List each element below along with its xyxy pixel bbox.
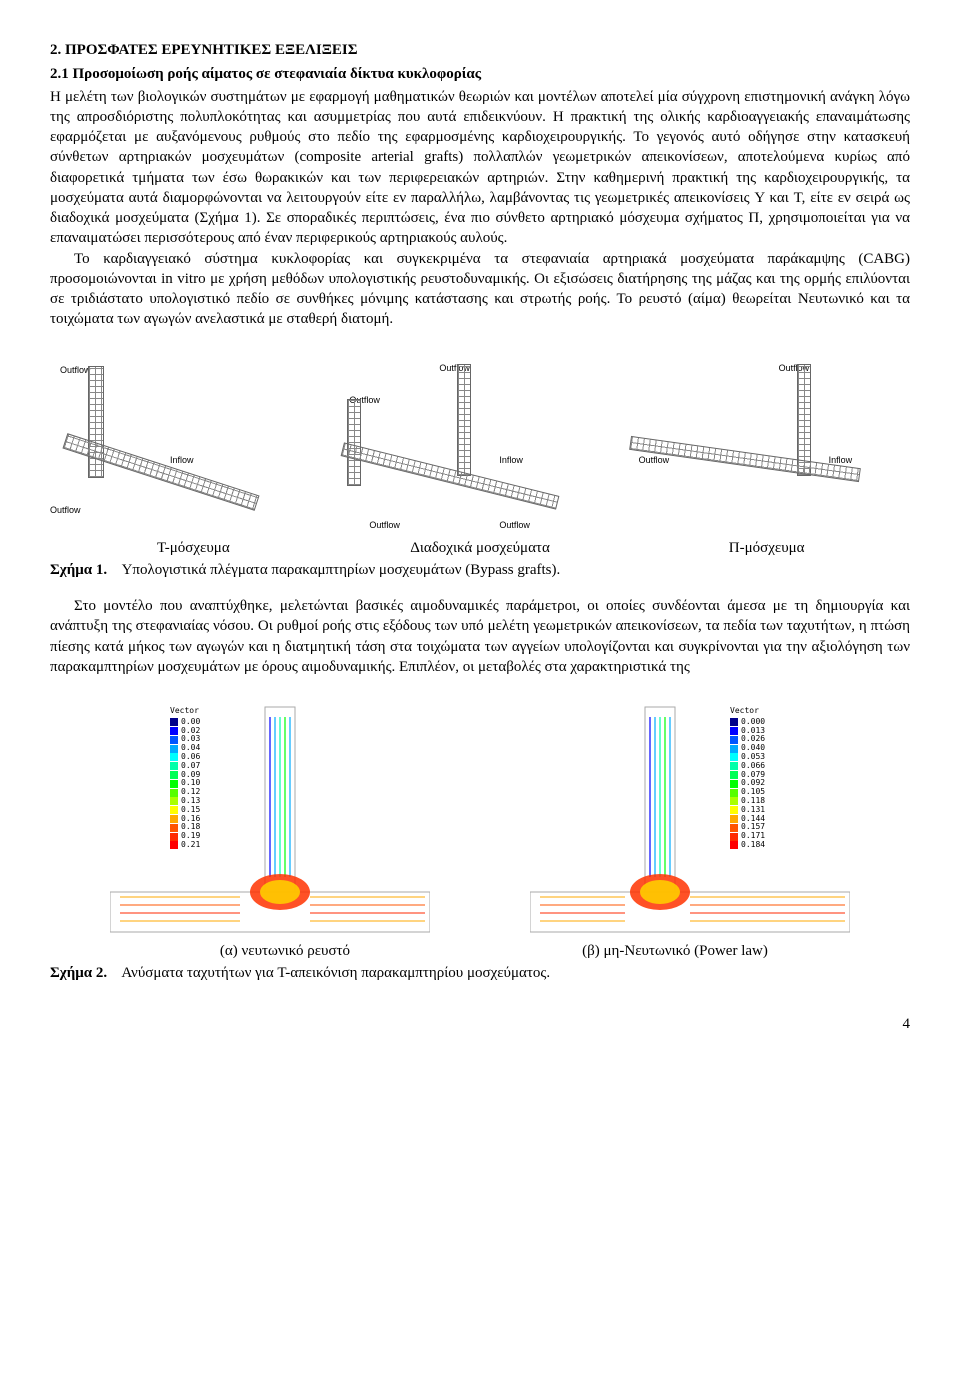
legend-swatch bbox=[170, 841, 178, 849]
legend-swatch bbox=[730, 815, 738, 823]
fig2-caption-text: Ανύσματα ταχυτήτων για T-απεικόνιση παρα… bbox=[121, 965, 550, 981]
legend-swatch bbox=[170, 806, 178, 814]
fig2-caption: Σχήμα 2. Ανύσματα ταχυτήτων για T-απεικό… bbox=[50, 963, 910, 983]
legend-swatch bbox=[170, 771, 178, 779]
fig1-panel-a: Outflow Inflow Outflow bbox=[50, 354, 331, 534]
fig2-caption-left: (α) νευτωνικό ρευστό bbox=[90, 941, 480, 961]
label-outflow: Outflow bbox=[50, 504, 81, 516]
fig1-caption-b: Διαδοχικά μοσχεύματα bbox=[337, 538, 624, 558]
legend-swatch bbox=[730, 753, 738, 761]
fig1-panel-c: Outflow Outflow Inflow bbox=[629, 354, 910, 534]
label-inflow: Inflow bbox=[170, 454, 194, 466]
legend-swatch bbox=[730, 797, 738, 805]
legend-swatch bbox=[730, 736, 738, 744]
paragraph-3: Στο μοντέλο που αναπτύχθηκε, μελετώνται … bbox=[50, 596, 910, 677]
label-outflow: Outflow bbox=[499, 519, 530, 531]
fig1-caption-a: T-μόσχευμα bbox=[50, 538, 337, 558]
legend-value: 0.184 bbox=[741, 841, 765, 850]
legend-swatch bbox=[170, 727, 178, 735]
legend-swatch bbox=[170, 745, 178, 753]
legend-swatch bbox=[170, 815, 178, 823]
fig1-caption-c: Π-μόσχευμα bbox=[623, 538, 910, 558]
legend-swatch bbox=[730, 771, 738, 779]
legend-swatch bbox=[170, 833, 178, 841]
legend-swatch bbox=[730, 841, 738, 849]
legend-swatch bbox=[170, 797, 178, 805]
legend-swatch bbox=[170, 780, 178, 788]
figure-1: Outflow Inflow Outflow Outflow Outflow I… bbox=[50, 354, 910, 534]
fig2-subcaptions: (α) νευτωνικό ρευστό (β) μη-Νευτωνικό (P… bbox=[50, 941, 910, 961]
fig1-caption-prefix: Σχήμα 1. bbox=[50, 562, 107, 578]
legend-swatch bbox=[170, 753, 178, 761]
legend-swatch bbox=[170, 789, 178, 797]
legend-entries-left: 0.000.020.030.040.060.070.090.100.120.13… bbox=[170, 718, 200, 850]
paragraph-2: Το καρδιαγγειακό σύστημα κυκλοφορίας και… bbox=[50, 249, 910, 330]
fig2-caption-right: (β) μη-Νευτωνικό (Power law) bbox=[480, 941, 870, 961]
legend-swatch bbox=[730, 806, 738, 814]
paragraph-1: Η μελέτη των βιολογικών συστημάτων με εφ… bbox=[50, 87, 910, 249]
legend-entries-right: 0.0000.0130.0260.0400.0530.0660.0790.092… bbox=[730, 718, 765, 850]
label-inflow: Inflow bbox=[499, 454, 523, 466]
legend-swatch bbox=[730, 789, 738, 797]
cfd-plot-right bbox=[530, 697, 850, 937]
section-title: 2. ΠΡΟΣΦΑΤΕΣ ΕΡΕΥΝΗΤΙΚΕΣ ΕΞΕΛΙΞΕΙΣ bbox=[50, 40, 910, 60]
label-outflow: Outflow bbox=[60, 364, 91, 376]
fig2-right-legend: Vector 0.0000.0130.0260.0400.0530.0660.0… bbox=[730, 707, 765, 850]
page-number: 4 bbox=[50, 1014, 910, 1034]
fig2-panel-left: Vector 0.000.020.030.040.060.070.090.100… bbox=[110, 697, 430, 937]
legend-swatch bbox=[730, 824, 738, 832]
legend-entry: 0.184 bbox=[730, 841, 765, 850]
legend-swatch bbox=[730, 727, 738, 735]
fig1-subcaptions: T-μόσχευμα Διαδοχικά μοσχεύματα Π-μόσχευ… bbox=[50, 538, 910, 558]
legend-swatch bbox=[730, 833, 738, 841]
fig2-panel-right: Vector 0.0000.0130.0260.0400.0530.0660.0… bbox=[530, 697, 850, 937]
legend-swatch bbox=[730, 745, 738, 753]
fig1-caption-text: Υπολογιστικά πλέγματα παρακαμπτηρίων μοσ… bbox=[122, 562, 561, 578]
fig2-left-legend: Vector 0.000.020.030.040.060.070.090.100… bbox=[170, 707, 200, 850]
fig2-caption-prefix: Σχήμα 2. bbox=[50, 965, 107, 981]
legend-entry: 0.21 bbox=[170, 841, 200, 850]
legend-swatch bbox=[170, 762, 178, 770]
fig1-panel-b: Outflow Outflow Inflow Outflow Outflow bbox=[339, 354, 620, 534]
legend-title: Vector bbox=[170, 707, 200, 716]
fig1-caption: Σχήμα 1. Υπολογιστικά πλέγματα παρακαμπτ… bbox=[50, 560, 910, 580]
legend-swatch bbox=[170, 718, 178, 726]
legend-swatch bbox=[170, 824, 178, 832]
subsection-title: 2.1 Προσομοίωση ροής αίματος σε στεφανια… bbox=[50, 64, 910, 84]
figure-2: Vector 0.000.020.030.040.060.070.090.100… bbox=[50, 697, 910, 937]
label-outflow: Outflow bbox=[369, 519, 400, 531]
legend-swatch bbox=[730, 762, 738, 770]
legend-value: 0.21 bbox=[181, 841, 200, 850]
legend-swatch bbox=[730, 780, 738, 788]
cfd-plot-left bbox=[110, 697, 430, 937]
legend-title: Vector bbox=[730, 707, 765, 716]
label-outflow: Outflow bbox=[639, 454, 670, 466]
legend-swatch bbox=[730, 718, 738, 726]
legend-swatch bbox=[170, 736, 178, 744]
